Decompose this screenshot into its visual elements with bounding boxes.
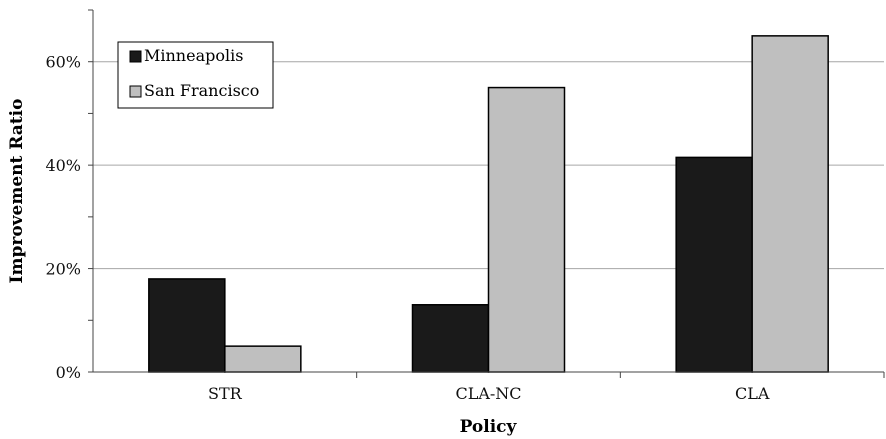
y-tick-label: 20%: [45, 260, 81, 279]
y-axis-title: Improvement Ratio: [7, 99, 27, 284]
bar-minneapolis-cla: [675, 156, 753, 373]
x-tick-label: STR: [208, 384, 243, 403]
y-ticks: 0% 20% 40% 60%: [45, 9, 93, 382]
x-tick-label: CLA: [735, 384, 770, 403]
legend-label-san-francisco: San Francisco: [144, 81, 259, 100]
bar-san-francisco-cla: [751, 35, 829, 373]
legend: Minneapolis San Francisco: [117, 41, 274, 109]
bar-minneapolis-cla-nc: [411, 304, 490, 373]
bars: [148, 35, 829, 373]
y-tick-label: 40%: [45, 156, 81, 175]
legend-swatch-san-francisco: [129, 85, 142, 98]
x-axis-title: Policy: [460, 417, 518, 437]
axes: [92, 10, 884, 373]
x-ticks: STR CLA-NC CLA: [208, 372, 885, 403]
legend-box: [117, 41, 274, 109]
legend-label-minneapolis: Minneapolis: [144, 46, 243, 65]
bar-san-francisco-str: [224, 345, 302, 373]
y-tick-label: 0%: [56, 363, 81, 382]
legend-swatch-minneapolis: [129, 50, 142, 63]
bar-minneapolis-str: [148, 278, 226, 373]
y-tick-label: 60%: [45, 53, 81, 72]
bar-san-francisco-cla-nc: [487, 86, 566, 373]
x-tick-label: CLA-NC: [455, 384, 521, 403]
